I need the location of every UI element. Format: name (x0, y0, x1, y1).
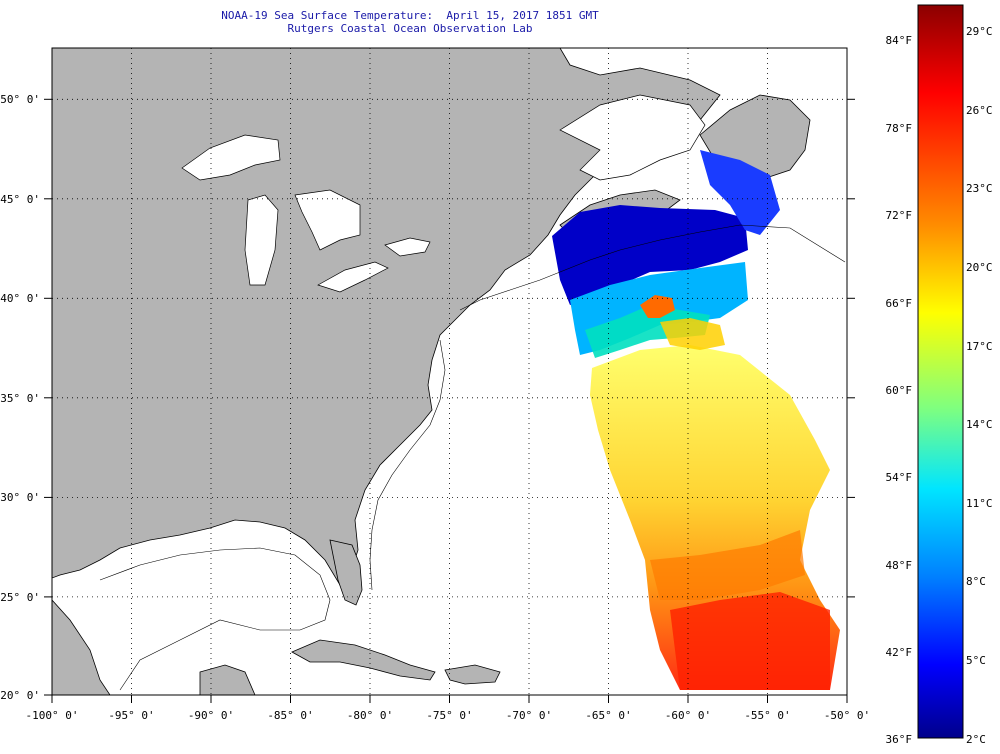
land-mexico (52, 599, 111, 695)
land-yucatan (199, 664, 256, 695)
lat-tick-label: 40° 0' (0, 292, 40, 305)
colorbar-ramp (917, 4, 964, 739)
lon-tick-label: -50° 0' (824, 709, 870, 722)
colorbar-c-label: 17°C (966, 340, 993, 353)
great-lake-superior (181, 134, 281, 181)
lat-tick-label: 35° 0' (0, 392, 40, 405)
colorbar-c-label: 14°C (966, 418, 993, 431)
land-hispaniola (444, 664, 501, 685)
colorbar-c-label: 5°C (966, 654, 986, 667)
lat-tick-label: 30° 0' (0, 491, 40, 504)
colorbar-f-label: 60°F (886, 384, 913, 397)
colorbar-c-labels: 29°C 26°C 23°C 20°C 17°C 14°C 11°C 8°C 5… (966, 25, 993, 746)
lon-tick-label: -70° 0' (506, 709, 552, 722)
colorbar-c-label: 8°C (966, 575, 986, 588)
colorbar-c-label: 11°C (966, 497, 993, 510)
colorbar-c-label: 2°C (966, 733, 986, 746)
colorbar-c-label: 26°C (966, 104, 993, 117)
lon-tick-label: -60° 0' (665, 709, 711, 722)
colorbar-f-labels: 84°F 78°F 72°F 66°F 60°F 54°F 48°F 42°F … (886, 34, 913, 746)
lat-tick-label: 25° 0' (0, 591, 40, 604)
lon-tick-label: -90° 0' (188, 709, 234, 722)
frame-ticks (44, 98, 855, 703)
great-lake-ontario (384, 237, 431, 257)
colorbar-f-label: 84°F (886, 34, 913, 47)
map-subtitle: Rutgers Coastal Ocean Observation Lab (287, 22, 533, 35)
colorbar-f-label: 36°F (886, 733, 913, 746)
colorbar-f-label: 48°F (886, 559, 913, 572)
colorbar-c-label: 20°C (966, 261, 993, 274)
lon-tick-label: -80° 0' (347, 709, 393, 722)
colorbar-f-label: 66°F (886, 297, 913, 310)
lon-tick-label: -100° 0' (26, 709, 79, 722)
lat-tick-label: 20° 0' (0, 689, 40, 702)
lat-tick-label: 50° 0' (0, 93, 40, 106)
map-title-block: NOAA-19 Sea Surface Temperature: April 1… (0, 9, 820, 35)
sst-data-swath (590, 345, 840, 690)
shelf-contour-south (369, 339, 446, 591)
great-lake-huron (294, 189, 361, 251)
lon-tick-label: -65° 0' (585, 709, 631, 722)
map-title: NOAA-19 Sea Surface Temperature: April 1… (221, 9, 599, 22)
lat-tick-label: 45° 0' (0, 193, 40, 206)
colorbar-f-label: 42°F (886, 646, 913, 659)
sst-cold-region (552, 150, 780, 358)
land-florida (329, 539, 363, 606)
gulf-contour (99, 547, 331, 691)
lon-tick-label: -85° 0' (267, 709, 313, 722)
land-cuba (291, 639, 436, 681)
colorbar-f-label: 78°F (886, 122, 913, 135)
colorbar-f-label: 72°F (886, 209, 913, 222)
colorbar-c-label: 23°C (966, 182, 993, 195)
gulf-st-lawrence (559, 94, 706, 181)
great-lake-erie (317, 261, 389, 293)
colorbar-f-label: 54°F (886, 471, 913, 484)
lon-tick-labels: -100° 0' -95° 0' -90° 0' -85° 0' -80° 0'… (26, 709, 871, 722)
great-lake-michigan (244, 194, 279, 286)
colorbar-c-label: 29°C (966, 25, 993, 38)
shelf-contour (459, 224, 846, 311)
lon-tick-label: -95° 0' (108, 709, 154, 722)
lat-tick-labels: 50° 0' 45° 0' 40° 0' 35° 0' 30° 0' 25° 0… (0, 93, 40, 702)
lon-tick-label: -75° 0' (426, 709, 472, 722)
lon-tick-label: -55° 0' (744, 709, 790, 722)
colorbar: 84°F 78°F 72°F 66°F 60°F 54°F 48°F 42°F … (886, 4, 993, 746)
